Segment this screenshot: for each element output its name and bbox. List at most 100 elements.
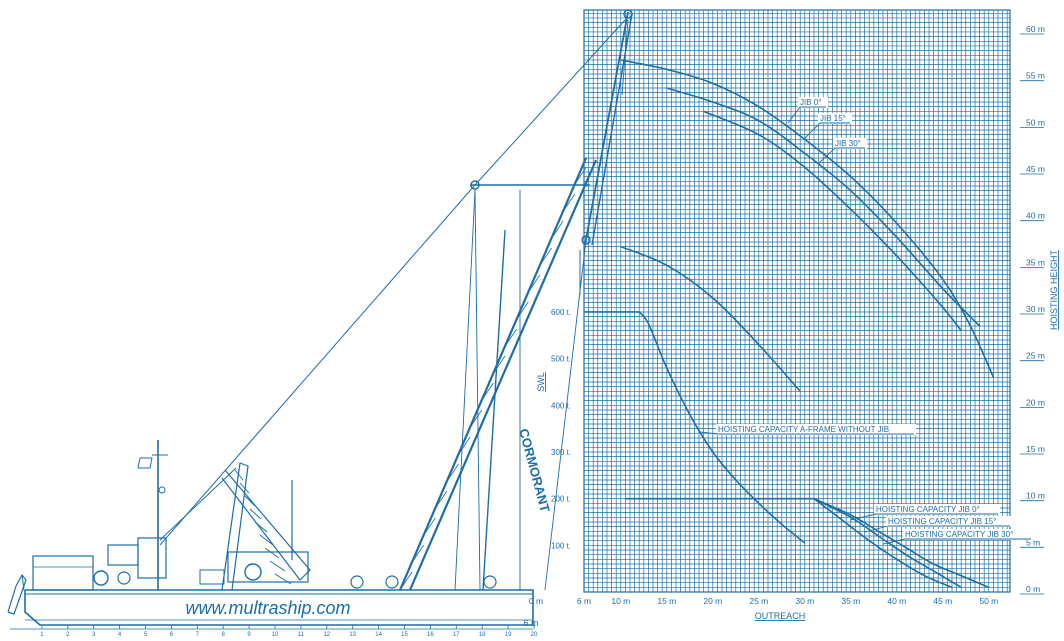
callout-bg (818, 113, 852, 124)
jib-pendant (474, 19, 626, 186)
capacity-curve (584, 311, 806, 544)
deckhouse (32, 555, 94, 591)
x-tick-label: 15 m (657, 596, 676, 606)
swl-tick-label: 600 t. (551, 308, 571, 317)
x-tick-label: 40 m (887, 596, 906, 606)
frame-number: 8 (222, 632, 226, 638)
y-tick-label: 40 m (1026, 211, 1045, 221)
callout-leader (787, 106, 801, 124)
winch-house (107, 544, 139, 566)
frame-number: 6 (170, 632, 174, 638)
x-tick-label: 20 m (703, 596, 722, 606)
jib-hoist-line (621, 19, 629, 96)
y-tick-label: 60 m (1026, 24, 1045, 34)
crane-drum (244, 563, 262, 581)
y-axis-title: HOISTING HEIGHT (1049, 250, 1059, 331)
callout-label: JIB 15° (820, 114, 846, 123)
a-frame-lattice (527, 274, 541, 294)
y-tick-label: 50 m (1026, 117, 1045, 127)
mast-light (158, 486, 166, 494)
frame-number: 17 (453, 632, 460, 638)
mast-flag (137, 457, 153, 469)
frame-number: 20 (531, 632, 538, 638)
x-tick-label: 50 m (979, 596, 998, 606)
height-curve (620, 245, 801, 392)
a-frame-lattice (457, 436, 471, 456)
aux-crane-lattice (249, 508, 262, 520)
callout-label: HOISTING CAPACITY A-FRAME WITHOUT JIB (718, 425, 889, 434)
a-frame-lattice (411, 544, 424, 564)
a-frame-front-leg-2 (408, 159, 598, 591)
callout-leader (864, 525, 889, 533)
y-tick-label: 30 m (1026, 304, 1045, 314)
a-frame-lattice (481, 382, 494, 402)
y-tick-label: 10 m (1026, 491, 1045, 501)
frame-number: 5 (144, 632, 148, 638)
a-frame-lattice (504, 328, 517, 348)
callout-bg (903, 529, 1033, 540)
y-tick-label: 35 m (1026, 257, 1045, 267)
backstay (159, 184, 476, 546)
a-frame-lattice (574, 166, 587, 186)
y-tick-label: 55 m (1026, 71, 1045, 81)
x-tick-label: 45 m (933, 596, 952, 606)
a-frame-hook-sheave (581, 235, 591, 245)
frame-number: 13 (349, 632, 356, 638)
frame-number: 12 (323, 632, 330, 638)
jib-tip-sheave (623, 9, 633, 19)
callout-leader (817, 147, 836, 165)
y-tick-label: 0 m (1026, 584, 1040, 594)
y-tick-label: 45 m (1026, 164, 1045, 174)
swl-axis-title: SWL (536, 372, 546, 392)
aux-crane-lattice (264, 547, 280, 559)
chart-grid (583, 9, 1011, 593)
frame-number: 4 (118, 632, 122, 638)
y-tick-label: 20 m (1026, 397, 1045, 407)
callout-leader (699, 431, 719, 435)
anchor-arm (21, 574, 25, 591)
a-frame-lattice (539, 247, 552, 267)
a-frame-back-leg (482, 229, 506, 591)
tackle-line (544, 239, 587, 591)
callout-bg (886, 516, 1012, 527)
frame-number: 9 (247, 632, 251, 638)
tower-base (137, 537, 167, 579)
tackle-line (474, 189, 481, 591)
x-tick-label: 10 m (611, 596, 630, 606)
height-curve (620, 59, 995, 378)
callout-bg (716, 424, 916, 435)
pontoon-crane-drawing: 1 2 3 4 5 6 7 8 9 10 11 12 13 14 15 16 17 18 19 20 (7, 9, 633, 638)
callout-label: JIB 0° (800, 98, 821, 107)
anchor-bow (7, 574, 27, 615)
y-tick-label: 15 m (1026, 444, 1045, 454)
a-frame-lattice (469, 409, 483, 429)
aux-crane-lattice (234, 469, 244, 481)
aux-pendant (159, 467, 237, 541)
capacity-curve (625, 497, 990, 589)
frame-number: 1 (40, 632, 44, 638)
callout-label: JIB 30° (835, 139, 861, 148)
deck-roller (350, 575, 364, 589)
a-frame-lattice (550, 220, 564, 240)
website-text: www.multraship.com (185, 598, 350, 618)
pontoon-hull (24, 589, 534, 626)
a-frame-lattice (492, 355, 506, 375)
swl-tick-label: 500 t. (551, 355, 571, 364)
y-tick-label: 25 m (1026, 351, 1045, 361)
a-frame-lattice (434, 490, 448, 510)
aux-crane-lattice (269, 560, 286, 572)
deck-equipment (199, 569, 225, 585)
frame-number: 7 (196, 632, 200, 638)
a-frame-lattice (399, 571, 413, 591)
frame-number: 11 (298, 632, 305, 638)
x-tick-label: 25 m (749, 596, 768, 606)
grid-border (583, 9, 1011, 593)
callout-label: HOISTING CAPACITY JIB 30° (905, 530, 1013, 539)
deck-roller (385, 575, 399, 589)
a-frame-lattice (446, 463, 459, 483)
frame-number: 3 (92, 632, 96, 638)
aux-crane-lattice (239, 482, 250, 494)
winch-drum (117, 571, 131, 585)
a-frame-sheave (470, 180, 480, 190)
